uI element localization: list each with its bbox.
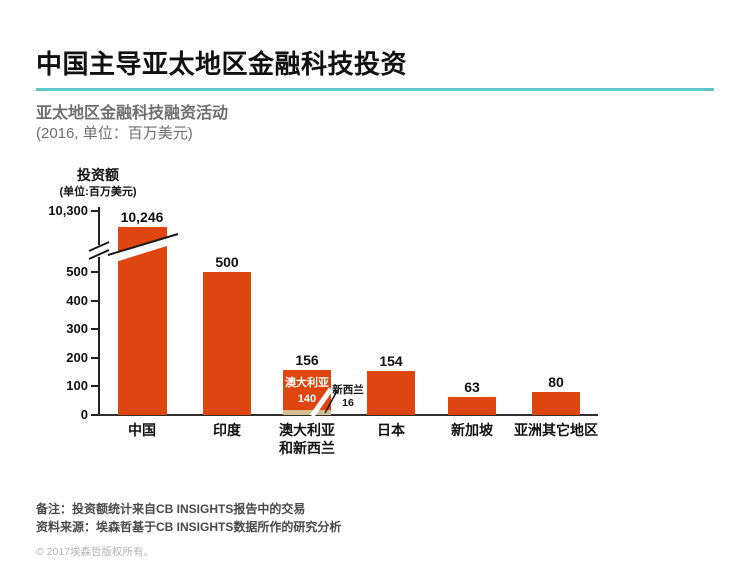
x-label-line: 新加坡 [451,422,493,438]
y-tick-label: 0 [80,407,88,422]
footnote-note: 备注：投资额统计来自CB INSIGHTS报告中的交易 [36,502,306,516]
y-axis-unit: (单位:百万美元) [59,186,137,198]
x-label-japan: 日本 [331,421,451,439]
page-title: 中国主导亚太地区金融科技投资 [36,49,408,79]
y-axis-title: 投资额 [77,167,119,183]
bar-india [203,272,251,415]
bar-singapore [448,397,496,415]
chart-subtitle: 亚太地区金融科技融资活动 [36,105,229,122]
bar-value-label-singapore: 63 [464,379,480,395]
bar-value-label-other-asia: 80 [548,374,564,390]
y-tick-mark [91,271,99,273]
y-tick-mark [91,210,99,212]
bar-newzealand-segment [283,410,331,415]
x-label-ausnz: 澳大利亚 和新西兰 [247,421,367,457]
x-axis-line [98,414,598,416]
x-label-line: 和新西兰 [279,440,335,456]
bar-china [118,227,167,415]
y-tick-label: 300 [66,321,88,336]
x-label-india: 印度 [167,421,287,439]
bar-value-label-japan: 154 [379,353,403,369]
newzealand-callout-value: 16 [342,397,354,409]
y-tick-mark [91,300,99,302]
y-tick-mark [91,328,99,330]
x-label-other-asia: 亚洲其它地区 [496,421,616,439]
x-label-line: 印度 [213,422,241,438]
y-tick-label: 200 [66,350,88,365]
bar-value-label-china: 10,246 [120,209,164,225]
x-label-line: 日本 [377,422,405,438]
y-tick-label: 100 [66,378,88,393]
bar-value-label-ausnz: 156 [295,352,319,368]
chart-subtitle-unit: (2016, 单位：百万美元) [36,125,193,142]
bar-value-label-india: 500 [215,254,239,270]
y-tick-label: 400 [66,293,88,308]
newzealand-callout-label: 新西兰 [332,384,364,396]
x-label-line: 澳大利亚 [279,422,335,438]
y-tick-mark [91,414,99,416]
copyright-text: © 2017埃森哲版权所有。 [36,546,155,558]
y-tick-mark [91,357,99,359]
y-tick-label: 500 [66,264,88,279]
x-label-singapore: 新加坡 [412,421,532,439]
y-tick-mark [91,385,99,387]
australia-inline-value: 140 [297,393,317,405]
x-label-china: 中国 [82,421,202,439]
bar-other-asia [532,392,580,415]
y-tick-label: 10,300 [48,203,88,218]
australia-inline-label: 澳大利亚 [285,377,329,389]
footnote-source: 资料来源：埃森哲基于CB INSIGHTS数据所作的研究分析 [36,520,342,534]
bar-japan [367,371,415,415]
y-axis-line-upper [98,207,100,245]
x-label-line: 中国 [128,422,156,438]
title-divider-rule [36,88,714,91]
y-axis-line-lower [98,257,100,416]
x-label-line: 亚洲其它地区 [514,422,598,438]
